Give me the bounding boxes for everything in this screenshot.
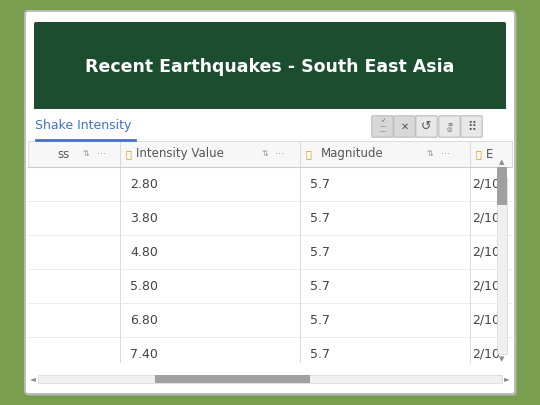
Text: 2/10: 2/10 bbox=[472, 313, 500, 326]
Text: ≡
◎: ≡ ◎ bbox=[447, 121, 453, 132]
Bar bbox=[28, 201, 512, 235]
FancyBboxPatch shape bbox=[372, 116, 393, 137]
Bar bbox=[28, 141, 512, 167]
Bar bbox=[28, 363, 512, 391]
Text: Recent Earthquakes - South East Asia: Recent Earthquakes - South East Asia bbox=[85, 58, 455, 76]
FancyBboxPatch shape bbox=[25, 11, 515, 394]
Bar bbox=[28, 235, 512, 269]
Text: ···: ··· bbox=[441, 149, 449, 159]
Text: 2/10: 2/10 bbox=[472, 245, 500, 258]
Text: 4.80: 4.80 bbox=[130, 245, 158, 258]
Text: ▲: ▲ bbox=[500, 159, 505, 165]
Text: ss: ss bbox=[58, 147, 70, 160]
Text: 2/10: 2/10 bbox=[472, 279, 500, 292]
Text: 5.7: 5.7 bbox=[310, 245, 330, 258]
Text: 5.7: 5.7 bbox=[310, 347, 330, 360]
Bar bbox=[38, 375, 502, 383]
Bar bbox=[28, 167, 512, 201]
Text: 5.7: 5.7 bbox=[310, 279, 330, 292]
Text: 7.40: 7.40 bbox=[130, 347, 158, 360]
Text: 🔒: 🔒 bbox=[305, 149, 311, 159]
FancyBboxPatch shape bbox=[34, 22, 506, 122]
Text: 5.7: 5.7 bbox=[310, 211, 330, 224]
Bar bbox=[28, 269, 512, 303]
Text: 🔒: 🔒 bbox=[475, 149, 481, 159]
Text: 🔒: 🔒 bbox=[125, 149, 131, 159]
Text: 5.7: 5.7 bbox=[310, 313, 330, 326]
Text: ⇅: ⇅ bbox=[427, 149, 434, 158]
Text: 2/10: 2/10 bbox=[472, 177, 500, 190]
FancyBboxPatch shape bbox=[416, 116, 437, 137]
Text: 5.80: 5.80 bbox=[130, 279, 158, 292]
Bar bbox=[497, 178, 507, 354]
Text: 6.80: 6.80 bbox=[130, 313, 158, 326]
Text: 2.80: 2.80 bbox=[130, 177, 158, 190]
Bar bbox=[155, 375, 310, 383]
Text: ⠿: ⠿ bbox=[467, 120, 476, 133]
FancyBboxPatch shape bbox=[461, 116, 482, 137]
Bar bbox=[28, 109, 512, 141]
Text: Intensity Value: Intensity Value bbox=[136, 147, 224, 160]
Text: Magnitude: Magnitude bbox=[321, 147, 383, 160]
Text: 2/10: 2/10 bbox=[472, 347, 500, 360]
Text: ···: ··· bbox=[97, 149, 105, 159]
Text: ···: ··· bbox=[275, 149, 285, 159]
Bar bbox=[497, 167, 507, 205]
Text: ◄: ◄ bbox=[30, 375, 36, 384]
FancyBboxPatch shape bbox=[394, 116, 415, 137]
Text: 3.80: 3.80 bbox=[130, 211, 158, 224]
Text: 5.7: 5.7 bbox=[310, 177, 330, 190]
Text: E: E bbox=[487, 147, 494, 160]
Text: ✓
—
—: ✓ — — bbox=[380, 118, 386, 135]
FancyBboxPatch shape bbox=[27, 13, 517, 396]
Bar bbox=[28, 303, 512, 337]
Text: ▼: ▼ bbox=[500, 356, 505, 362]
Text: ►: ► bbox=[504, 375, 510, 384]
Text: ✕: ✕ bbox=[401, 122, 409, 132]
Text: Shake Intensity: Shake Intensity bbox=[35, 119, 131, 132]
Text: ⇅: ⇅ bbox=[83, 149, 90, 158]
FancyBboxPatch shape bbox=[439, 116, 460, 137]
Text: ↺: ↺ bbox=[421, 120, 432, 133]
Bar bbox=[28, 337, 512, 371]
Text: ⇅: ⇅ bbox=[261, 149, 268, 158]
Text: 2/10: 2/10 bbox=[472, 211, 500, 224]
